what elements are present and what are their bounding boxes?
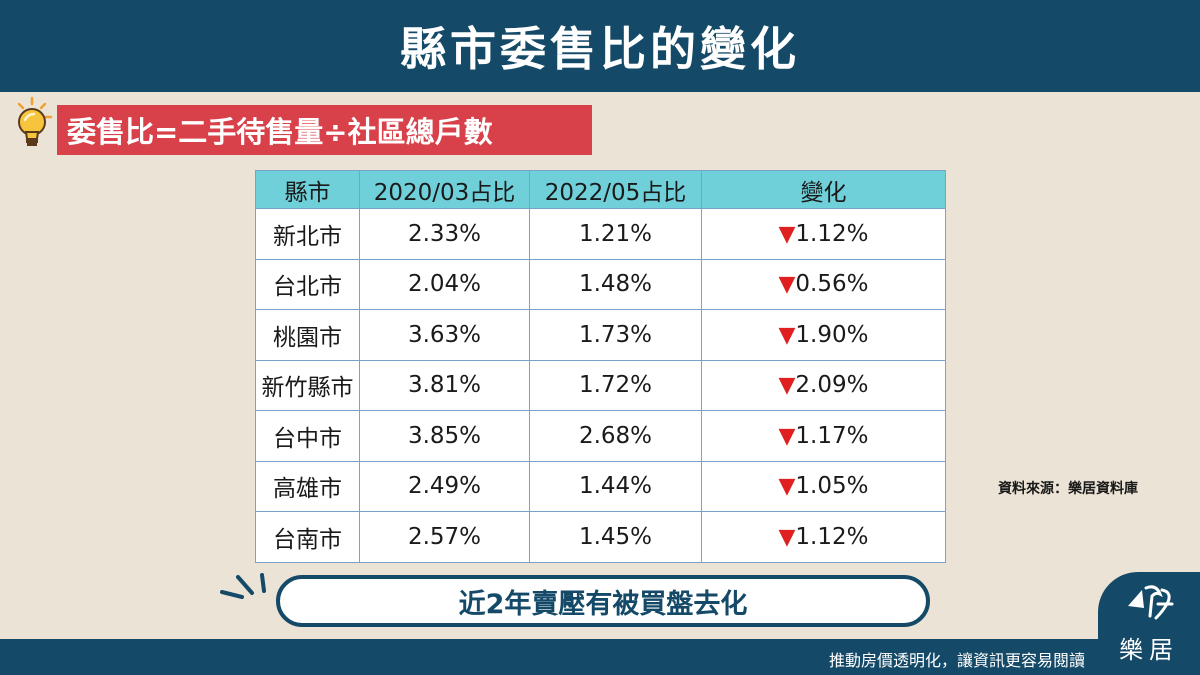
- down-arrow-icon: ▼: [778, 373, 796, 399]
- value-2020-cell: 2.49%: [359, 460, 530, 512]
- page-title: 縣市委售比的變化: [400, 22, 800, 76]
- header-change: 變化: [701, 170, 946, 209]
- value-2020-cell: 2.57%: [359, 511, 530, 563]
- header-2022: 2022/05占比: [529, 170, 702, 209]
- formula-banner: 委售比=二手待售量÷社區總戶數: [57, 105, 592, 155]
- down-arrow-icon: ▼: [778, 474, 796, 500]
- table-row: 台北市 2.04% 1.48% ▼0.56%: [255, 258, 946, 310]
- value-2020-cell: 2.33%: [359, 208, 530, 260]
- table-row: 新北市 2.33% 1.21% ▼1.12%: [255, 208, 946, 260]
- change-value: 1.12%: [795, 523, 869, 550]
- down-arrow-icon: ▼: [778, 524, 796, 550]
- change-cell: ▼1.05%: [701, 460, 946, 512]
- table-row: 高雄市 2.49% 1.44% ▼1.05%: [255, 460, 946, 512]
- table-row: 台中市 3.85% 2.68% ▼1.17%: [255, 410, 946, 462]
- down-arrow-icon: ▼: [778, 423, 796, 449]
- change-value: 1.05%: [795, 473, 869, 500]
- city-cell: 台中市: [255, 410, 360, 462]
- change-cell: ▼0.56%: [701, 258, 946, 310]
- change-cell: ▼1.12%: [701, 208, 946, 260]
- table-header-row: 縣市 2020/03占比 2022/05占比 變化: [255, 170, 946, 209]
- value-2022-cell: 1.72%: [529, 359, 702, 411]
- change-cell: ▼1.17%: [701, 410, 946, 462]
- city-cell: 新北市: [255, 208, 360, 260]
- city-cell: 高雄市: [255, 460, 360, 512]
- title-bar: 縣市委售比的變化: [0, 0, 1200, 92]
- table-row: 桃園市 3.63% 1.73% ▼1.90%: [255, 309, 946, 361]
- down-arrow-icon: ▼: [778, 272, 796, 298]
- logo-text: 樂居: [1119, 636, 1179, 664]
- lightbulb-icon: [17, 96, 53, 146]
- change-value: 1.12%: [795, 220, 869, 247]
- change-value: 0.56%: [795, 271, 869, 298]
- footer-bar: 推動房價透明化，讓資訊更容易閱讀: [0, 639, 1200, 675]
- value-2020-cell: 2.04%: [359, 258, 530, 310]
- city-cell: 台南市: [255, 511, 360, 563]
- value-2022-cell: 1.21%: [529, 208, 702, 260]
- source-note: 資料來源：樂居資料庫: [998, 481, 1138, 497]
- data-table: 縣市 2020/03占比 2022/05占比 變化 新北市 2.33% 1.21…: [255, 170, 946, 563]
- city-cell: 桃園市: [255, 309, 360, 361]
- conclusion-banner: 近2年賣壓有被買盤去化: [276, 575, 930, 627]
- down-arrow-icon: ▼: [778, 221, 796, 247]
- table-row: 新竹縣市 3.81% 1.72% ▼2.09%: [255, 359, 946, 411]
- spark-lines-icon: [220, 573, 266, 599]
- brand-logo: 樂居: [1098, 572, 1200, 675]
- city-cell: 新竹縣市: [255, 359, 360, 411]
- change-value: 2.09%: [795, 372, 869, 399]
- change-cell: ▼2.09%: [701, 359, 946, 411]
- value-2022-cell: 1.73%: [529, 309, 702, 361]
- value-2020-cell: 3.63%: [359, 309, 530, 361]
- city-cell: 台北市: [255, 258, 360, 310]
- value-2022-cell: 1.44%: [529, 460, 702, 512]
- value-2020-cell: 3.85%: [359, 410, 530, 462]
- value-2020-cell: 3.81%: [359, 359, 530, 411]
- table-row: 台南市 2.57% 1.45% ▼1.12%: [255, 511, 946, 563]
- logo-icon: [1128, 585, 1174, 620]
- change-cell: ▼1.90%: [701, 309, 946, 361]
- footer-slogan: 推動房價透明化，讓資訊更容易閱讀: [828, 651, 1085, 670]
- value-2022-cell: 2.68%: [529, 410, 702, 462]
- header-city: 縣市: [255, 170, 360, 209]
- change-cell: ▼1.12%: [701, 511, 946, 563]
- change-value: 1.90%: [795, 321, 869, 348]
- value-2022-cell: 1.45%: [529, 511, 702, 563]
- change-value: 1.17%: [795, 422, 869, 449]
- header-2020: 2020/03占比: [359, 170, 530, 209]
- down-arrow-icon: ▼: [778, 322, 796, 348]
- value-2022-cell: 1.48%: [529, 258, 702, 310]
